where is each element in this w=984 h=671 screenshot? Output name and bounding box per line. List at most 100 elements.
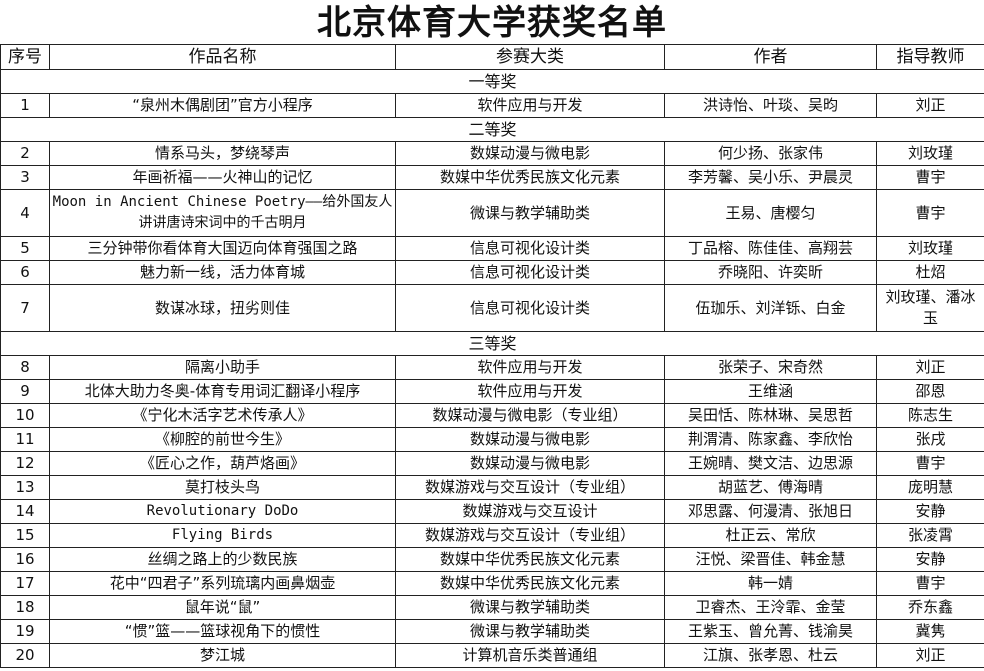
authors: 乔晓阳、许奕昕 xyxy=(664,260,877,285)
category: 数媒动漫与微电影 xyxy=(395,141,665,166)
work-name: 丝绸之路上的少数民族 xyxy=(49,547,396,572)
page-title: 北京体育大学获奖名单 xyxy=(317,3,667,43)
table-row: 13 莫打枝头鸟 数媒游戏与交互设计（专业组） 胡蓝艺、傅海晴 庞明慧 xyxy=(0,475,984,500)
row-index: 15 xyxy=(0,523,50,548)
header-advisor: 指导教师 xyxy=(876,44,984,70)
work-name: 《宁化木活字艺术传承人》 xyxy=(49,403,396,428)
work-name: Revolutionary DoDo xyxy=(49,499,396,524)
advisor: 邵恩 xyxy=(876,379,984,404)
award-level-label: 二等奖 xyxy=(0,117,984,142)
authors: 邓思露、何漫清、张旭日 xyxy=(664,499,877,524)
row-index: 9 xyxy=(0,379,50,404)
advisor: 刘正 xyxy=(876,643,984,668)
table-row: 10 《宁化木活字艺术传承人》 数媒动漫与微电影（专业组） 吴田恬、陈林琳、吴思哲 陈志… xyxy=(0,403,984,428)
table-row: 17 花中“四君子”系列琉璃内画鼻烟壶 数媒中华优秀民族文化元素 韩一婧 曹宇 xyxy=(0,571,984,596)
work-name: 情系马头，梦绕琴声 xyxy=(49,141,396,166)
table-row: 1 “泉州木偶剧团”官方小程序 软件应用与开发 洪诗怡、叶琰、吴昀 刘正 xyxy=(0,93,984,118)
authors: 杜正云、常欣 xyxy=(664,523,877,548)
category: 数媒中华优秀民族文化元素 xyxy=(395,165,665,190)
advisor: 庞明慧 xyxy=(876,475,984,500)
table-row: 18 鼠年说“鼠” 微课与教学辅助类 卫睿杰、王泠霏、金莹 乔东鑫 xyxy=(0,595,984,620)
authors: 王婉晴、樊文洁、边思源 xyxy=(664,451,877,476)
advisor: 张凌霄 xyxy=(876,523,984,548)
row-index: 10 xyxy=(0,403,50,428)
section-header-row: 三等奖 xyxy=(0,331,984,356)
row-index: 4 xyxy=(0,189,50,237)
table-row: 9 北体大助力冬奥-体育专用词汇翻译小程序 软件应用与开发 王维涵 邵恩 xyxy=(0,379,984,404)
work-name: 年画祈福——火神山的记忆 xyxy=(49,165,396,190)
row-index: 8 xyxy=(0,355,50,380)
category: 微课与教学辅助类 xyxy=(395,619,665,644)
section-header-row: 二等奖 xyxy=(0,117,984,142)
category: 数媒动漫与微电影（专业组） xyxy=(395,403,665,428)
work-name: 《匠心之作，葫芦烙画》 xyxy=(49,451,396,476)
work-name: Moon in Ancient Chinese Poetry——给外国友人讲讲唐… xyxy=(49,189,396,237)
row-index: 13 xyxy=(0,475,50,500)
advisor: 刘玫瑾 xyxy=(876,141,984,166)
award-level-label: 一等奖 xyxy=(0,69,984,94)
work-name: 魅力新一线，活力体育城 xyxy=(49,260,396,285)
authors: 吴田恬、陈林琳、吴思哲 xyxy=(664,403,877,428)
row-index: 18 xyxy=(0,595,50,620)
advisor: 刘玫瑾、潘冰玉 xyxy=(876,284,984,332)
category: 数媒中华优秀民族文化元素 xyxy=(395,547,665,572)
row-index: 17 xyxy=(0,571,50,596)
work-name: 花中“四君子”系列琉璃内画鼻烟壶 xyxy=(49,571,396,596)
category: 数媒中华优秀民族文化元素 xyxy=(395,571,665,596)
row-index: 19 xyxy=(0,619,50,644)
header-category: 参赛大类 xyxy=(395,44,665,70)
row-index: 16 xyxy=(0,547,50,572)
category: 信息可视化设计类 xyxy=(395,236,665,261)
work-name: “泉州木偶剧团”官方小程序 xyxy=(49,93,396,118)
advisor: 杜炤 xyxy=(876,260,984,285)
authors: 丁品榕、陈佳佳、高翔芸 xyxy=(664,236,877,261)
table-row: 20 梦江城 计算机音乐类普通组 江旗、张孝恩、杜云 刘正 xyxy=(0,643,984,668)
table-row: 2 情系马头，梦绕琴声 数媒动漫与微电影 何少扬、张家伟 刘玫瑾 xyxy=(0,141,984,166)
category: 数媒动漫与微电影 xyxy=(395,451,665,476)
authors: 何少扬、张家伟 xyxy=(664,141,877,166)
row-index: 20 xyxy=(0,643,50,668)
advisor: 刘正 xyxy=(876,355,984,380)
advisor: 安静 xyxy=(876,499,984,524)
work-name: 梦江城 xyxy=(49,643,396,668)
authors: 王紫玉、曾允菁、钱渝昊 xyxy=(664,619,877,644)
category: 数媒动漫与微电影 xyxy=(395,427,665,452)
row-index: 7 xyxy=(0,284,50,332)
category: 微课与教学辅助类 xyxy=(395,595,665,620)
header-work-name: 作品名称 xyxy=(49,44,396,70)
work-name: 隔离小助手 xyxy=(49,355,396,380)
work-name: 三分钟带你看体育大国迈向体育强国之路 xyxy=(49,236,396,261)
section-header-row: 一等奖 xyxy=(0,69,984,94)
category: 软件应用与开发 xyxy=(395,355,665,380)
category: 信息可视化设计类 xyxy=(395,284,665,332)
row-index: 14 xyxy=(0,499,50,524)
category: 信息可视化设计类 xyxy=(395,260,665,285)
header-index: 序号 xyxy=(0,44,50,70)
table-row: 4 Moon in Ancient Chinese Poetry——给外国友人讲讲… xyxy=(0,189,984,237)
category: 微课与教学辅助类 xyxy=(395,189,665,237)
advisor: 张戌 xyxy=(876,427,984,452)
table-header-row: 序号 作品名称 参赛大类 作者 指导教师 xyxy=(0,44,984,70)
advisor: 刘正 xyxy=(876,93,984,118)
advisor: 曹宇 xyxy=(876,571,984,596)
table-row: 6 魅力新一线，活力体育城 信息可视化设计类 乔晓阳、许奕昕 杜炤 xyxy=(0,260,984,285)
authors: 王易、唐樱匀 xyxy=(664,189,877,237)
table-row: 8 隔离小助手 软件应用与开发 张荣子、宋奇然 刘正 xyxy=(0,355,984,380)
category: 数媒游戏与交互设计 xyxy=(395,499,665,524)
authors: 张荣子、宋奇然 xyxy=(664,355,877,380)
work-name: 莫打枝头鸟 xyxy=(49,475,396,500)
advisor: 刘玫瑾 xyxy=(876,236,984,261)
category: 软件应用与开发 xyxy=(395,379,665,404)
authors: 伍珈乐、刘洋铄、白金 xyxy=(664,284,877,332)
header-authors: 作者 xyxy=(664,44,877,70)
category: 数媒游戏与交互设计（专业组） xyxy=(395,475,665,500)
table-row: 14 Revolutionary DoDo 数媒游戏与交互设计 邓思露、何漫清、张旭日… xyxy=(0,499,984,524)
work-name: 数谋冰球，扭劣则佳 xyxy=(49,284,396,332)
authors: 李芳馨、吴小乐、尹晨灵 xyxy=(664,165,877,190)
table-row: 5 三分钟带你看体育大国迈向体育强国之路 信息可视化设计类 丁品榕、陈佳佳、高翔芸 刘玫… xyxy=(0,236,984,261)
category: 软件应用与开发 xyxy=(395,93,665,118)
advisor: 乔东鑫 xyxy=(876,595,984,620)
row-index: 2 xyxy=(0,141,50,166)
advisor: 曹宇 xyxy=(876,165,984,190)
work-name: 《柳腔的前世今生》 xyxy=(49,427,396,452)
